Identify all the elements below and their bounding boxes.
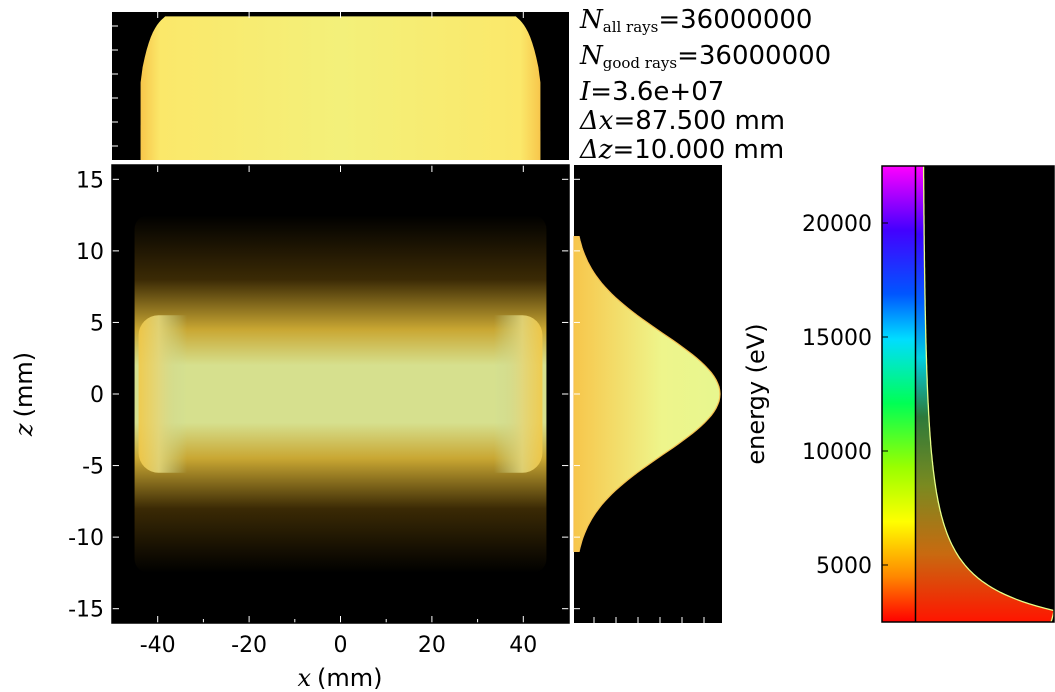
n-good-rays: Ngood rays=36000000 bbox=[580, 41, 832, 73]
energy-ticks: 20000 15000 10000 5000 bbox=[802, 212, 888, 579]
main-plot: -40 -20 0 20 40 15 10 5 0 -5 -10 -15 bbox=[68, 164, 570, 658]
z-tick-label: -15 bbox=[68, 598, 104, 623]
stats-panel: Nall rays=36000000 Ngood rays=36000000 I… bbox=[580, 6, 831, 165]
x-histogram-ticks bbox=[112, 12, 524, 147]
energy-tick-label: 15000 bbox=[802, 326, 872, 351]
x-histogram-fill bbox=[140, 16, 541, 161]
z-histogram bbox=[573, 165, 722, 623]
energy-histogram-fill bbox=[916, 166, 1054, 622]
z-histogram-ticks bbox=[574, 178, 705, 623]
z-histogram-fill bbox=[573, 235, 721, 553]
energy-tick-label: 10000 bbox=[802, 440, 872, 465]
energy-colorbar bbox=[882, 166, 915, 622]
energy-axis-label: energy (eV) bbox=[742, 323, 770, 464]
energy-tick-label: 5000 bbox=[816, 554, 872, 579]
z-tick-label: 0 bbox=[90, 383, 104, 408]
x-tick-label: 0 bbox=[334, 633, 348, 658]
n-all-rays: Nall rays=36000000 bbox=[580, 5, 813, 37]
energy-histogram-line bbox=[922, 166, 1054, 622]
x-axis-label: x (mm) bbox=[297, 664, 382, 692]
z-tick-label: 15 bbox=[76, 168, 104, 193]
energy-tick-label: 20000 bbox=[802, 212, 872, 237]
energy-panel: 20000 15000 10000 5000 bbox=[802, 165, 1055, 623]
beam-edge-glow bbox=[138, 315, 543, 473]
x-tick-label: 40 bbox=[509, 633, 537, 658]
z-tick-label: -10 bbox=[68, 526, 104, 551]
z-tick-label: 5 bbox=[90, 311, 104, 336]
delta-z: Δz=10.000 mm bbox=[580, 135, 785, 165]
delta-x: Δx=87.500 mm bbox=[580, 106, 786, 136]
x-histogram bbox=[112, 12, 569, 161]
z-axis-label: z(mm) bbox=[10, 352, 38, 437]
main-plot-ticks: -40 -20 0 20 40 15 10 5 0 -5 -10 -15 bbox=[68, 165, 570, 658]
z-tick-label: -5 bbox=[82, 455, 104, 480]
z-tick-label: 10 bbox=[76, 240, 104, 265]
x-tick-label: -40 bbox=[140, 633, 176, 658]
x-tick-label: 20 bbox=[418, 633, 446, 658]
x-tick-label: -20 bbox=[231, 633, 267, 658]
intensity: I=3.6e+07 bbox=[580, 77, 725, 107]
